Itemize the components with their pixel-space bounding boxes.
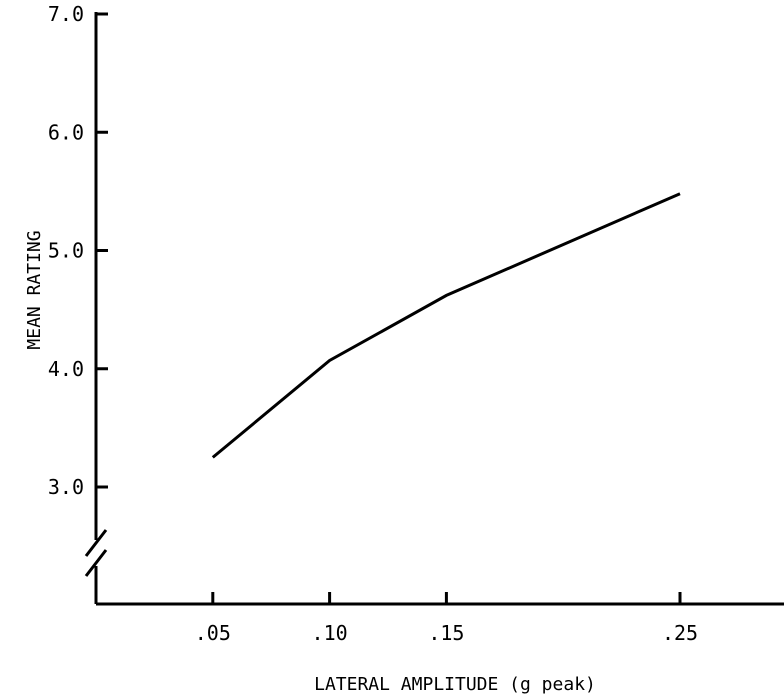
x-tick-label: .10 [312,621,348,645]
y-tick-label: 4.0 [48,357,84,381]
series-line [211,192,681,459]
y-tick-label: 6.0 [48,120,84,144]
axis-break-mark-lower [84,549,108,577]
x-tick-label: .15 [428,621,464,645]
y-tick-label: 5.0 [48,239,84,263]
y-ticks: 3.0 4.0 5.0 6.0 7.0 [48,2,108,499]
y-tick-label: 7.0 [48,2,84,26]
x-axis-label: LATERAL AMPLITUDE (g peak) [314,674,596,695]
y-tick-label: 3.0 [48,475,84,499]
x-ticks: .05 .10 .15 .25 [195,592,698,645]
x-tick-label: .25 [662,621,698,645]
axis-break-mark-upper [84,529,108,557]
x-tick-label: .05 [195,621,231,645]
y-axis-label: MEAN RATING [24,230,45,349]
